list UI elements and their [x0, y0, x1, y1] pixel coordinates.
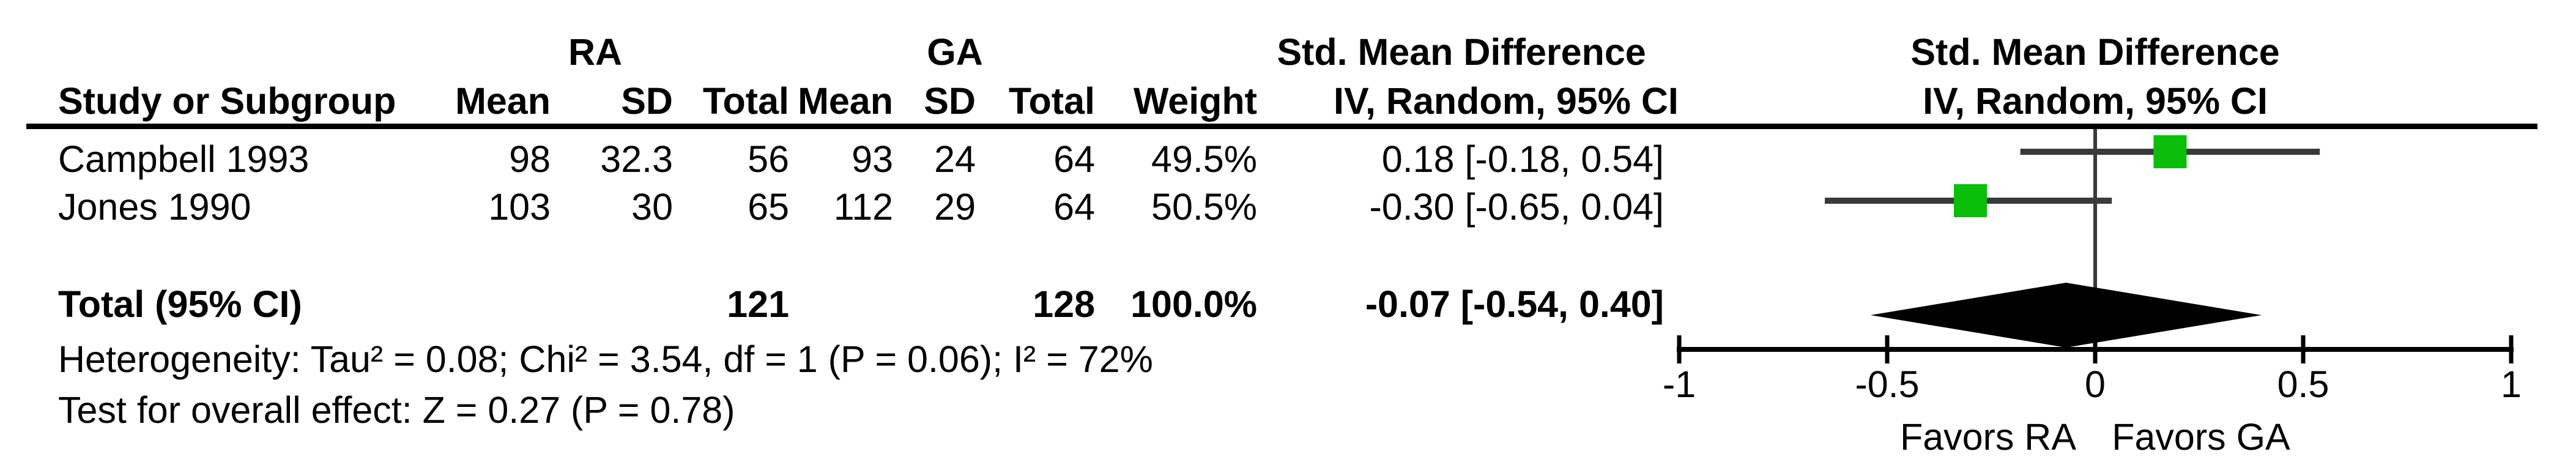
heterogeneity-text: Heterogeneity: Tau² = 0.08; Chi² = 3.54,…	[58, 338, 1153, 380]
plot-effect-title: Std. Mean Difference	[1910, 31, 2280, 73]
plot-effect-subtitle: IV, Random, 95% CI	[1923, 80, 2268, 122]
heterogeneity-row: Heterogeneity: Tau² = 0.08; Chi² = 3.54,…	[0, 337, 2576, 381]
col-sd-ga-header: SD	[924, 80, 976, 122]
ci-text: -0.30 [-0.65, 0.04]	[1369, 186, 1664, 228]
axis-tick-label: -0.5	[1855, 363, 1920, 405]
total-ga-sum: 128	[1033, 283, 1095, 325]
effect-title: Std. Mean Difference	[1277, 31, 1646, 73]
group1-label: RA	[568, 31, 623, 73]
overall-effect-text: Test for overall effect: Z = 0.27 (P = 0…	[58, 389, 735, 431]
overall-effect-row: Test for overall effect: Z = 0.27 (P = 0…	[0, 388, 2576, 432]
total-ra-sum: 121	[727, 283, 789, 325]
header-columns-row: Study or Subgroup Mean SD Total Mean SD …	[0, 79, 2576, 123]
mean-ga: 112	[833, 186, 893, 228]
col-weight-header: Weight	[1133, 80, 1257, 122]
mean-ga: 93	[852, 138, 893, 180]
total-ga: 64	[1053, 138, 1095, 180]
col-mean-ra-header: Mean	[455, 80, 551, 122]
sd-ra: 30	[631, 186, 673, 228]
mean-ra: 98	[509, 138, 551, 180]
axis-tick-label: 1	[2501, 363, 2522, 405]
favors-left-label: Favors RA	[1899, 416, 2077, 458]
sd-ra: 32.3	[600, 138, 673, 180]
study-row: Jones 1990 103 30 65 112 29 64 50.5% -0.…	[0, 185, 2576, 229]
favors-right-label: Favors GA	[2112, 416, 2290, 458]
total-row: Total (95% CI) 121 128 100.0% -0.07 [-0.…	[0, 282, 2576, 326]
mean-ra: 103	[488, 186, 551, 228]
col-total-ga-header: Total	[1008, 80, 1095, 122]
weight: 50.5%	[1151, 186, 1257, 228]
axis-tick-label: 0.5	[2277, 363, 2329, 405]
col-study-header: Study or Subgroup	[58, 80, 396, 122]
effect-subtitle: IV, Random, 95% CI	[1334, 80, 1679, 122]
axis-tick-label: -1	[1662, 363, 1696, 405]
total-ci-text: -0.07 [-0.54, 0.40]	[1365, 283, 1664, 325]
total-weight: 100.0%	[1130, 283, 1257, 325]
total-ra: 65	[748, 186, 789, 228]
ci-text: 0.18 [-0.18, 0.54]	[1381, 138, 1664, 180]
total-ga: 64	[1053, 186, 1095, 228]
header-separator	[26, 124, 2537, 129]
header-group-row: RA GA Std. Mean Difference Std. Mean Dif…	[0, 30, 2576, 74]
total-label: Total (95% CI)	[58, 283, 302, 325]
study-row: Campbell 1993 98 32.3 56 93 24 64 49.5% …	[0, 137, 2576, 181]
study-name: Jones 1990	[58, 186, 251, 228]
study-name: Campbell 1993	[58, 138, 310, 180]
weight: 49.5%	[1151, 138, 1257, 180]
total-ra: 56	[748, 138, 789, 180]
group2-label: GA	[927, 31, 983, 73]
col-mean-ga-header: Mean	[798, 80, 893, 122]
sd-ga: 24	[934, 138, 976, 180]
sd-ga: 29	[934, 186, 976, 228]
col-total-ra-header: Total	[702, 80, 789, 122]
axis-tick-label: 0	[2085, 363, 2106, 405]
col-sd-ra-header: SD	[621, 80, 673, 122]
